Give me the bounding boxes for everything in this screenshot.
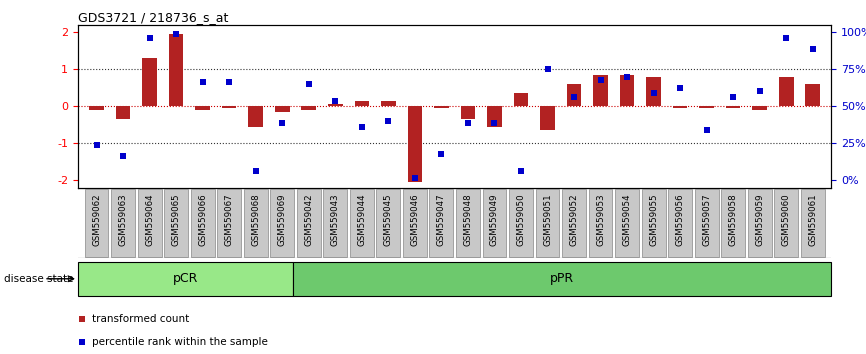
Text: GSM559056: GSM559056	[675, 193, 685, 246]
Bar	[116, 106, 131, 119]
Bar	[301, 106, 316, 110]
Bar	[142, 58, 157, 106]
Bar	[381, 101, 396, 106]
FancyBboxPatch shape	[482, 189, 507, 257]
Text: pCR: pCR	[173, 272, 198, 285]
Bar	[620, 75, 635, 106]
Text: GSM559050: GSM559050	[516, 193, 526, 246]
Text: GSM559047: GSM559047	[436, 193, 446, 246]
Text: GSM559068: GSM559068	[251, 193, 260, 246]
Text: GSM559057: GSM559057	[702, 193, 711, 246]
Text: GSM559046: GSM559046	[410, 193, 419, 246]
FancyBboxPatch shape	[85, 189, 108, 257]
Text: GSM559052: GSM559052	[570, 193, 578, 246]
FancyBboxPatch shape	[138, 189, 161, 257]
FancyBboxPatch shape	[669, 189, 692, 257]
FancyBboxPatch shape	[350, 189, 374, 257]
FancyBboxPatch shape	[294, 262, 831, 296]
Bar	[328, 104, 343, 106]
Bar	[89, 106, 104, 110]
Text: GSM559058: GSM559058	[728, 193, 738, 246]
Bar	[753, 106, 767, 110]
Text: disease state: disease state	[4, 274, 74, 284]
Text: GSM559048: GSM559048	[463, 193, 473, 246]
Bar	[779, 76, 793, 106]
Text: GSM559044: GSM559044	[358, 193, 366, 246]
FancyBboxPatch shape	[297, 189, 320, 257]
Text: GSM559054: GSM559054	[623, 193, 631, 246]
Bar	[249, 106, 263, 127]
FancyBboxPatch shape	[589, 189, 612, 257]
Bar	[169, 34, 184, 106]
Text: GSM559062: GSM559062	[92, 193, 101, 246]
FancyBboxPatch shape	[642, 189, 666, 257]
Text: GDS3721 / 218736_s_at: GDS3721 / 218736_s_at	[78, 11, 229, 24]
FancyBboxPatch shape	[270, 189, 294, 257]
Text: GSM559042: GSM559042	[304, 193, 313, 246]
FancyBboxPatch shape	[191, 189, 215, 257]
FancyBboxPatch shape	[721, 189, 745, 257]
Bar	[540, 106, 555, 130]
Bar	[434, 106, 449, 108]
Text: GSM559060: GSM559060	[782, 193, 791, 246]
Bar	[196, 106, 210, 110]
Text: GSM559053: GSM559053	[596, 193, 605, 246]
Text: pPR: pPR	[550, 272, 574, 285]
FancyBboxPatch shape	[801, 189, 824, 257]
FancyBboxPatch shape	[456, 189, 480, 257]
Text: GSM559063: GSM559063	[119, 193, 127, 246]
Bar	[593, 75, 608, 106]
Bar	[514, 93, 528, 106]
FancyBboxPatch shape	[403, 189, 427, 257]
FancyBboxPatch shape	[774, 189, 798, 257]
Text: GSM559043: GSM559043	[331, 193, 339, 246]
FancyBboxPatch shape	[78, 262, 294, 296]
FancyBboxPatch shape	[165, 189, 188, 257]
Text: GSM559066: GSM559066	[198, 193, 207, 246]
Text: GSM559059: GSM559059	[755, 193, 764, 246]
Bar	[408, 106, 422, 182]
Bar	[275, 106, 289, 112]
FancyBboxPatch shape	[217, 189, 241, 257]
Bar	[726, 106, 740, 108]
FancyBboxPatch shape	[377, 189, 400, 257]
Text: GSM559049: GSM559049	[490, 193, 499, 246]
Bar	[646, 76, 661, 106]
Text: GSM559061: GSM559061	[808, 193, 818, 246]
Bar	[488, 106, 501, 127]
Bar	[354, 101, 369, 106]
FancyBboxPatch shape	[695, 189, 719, 257]
Text: GSM559045: GSM559045	[384, 193, 393, 246]
FancyBboxPatch shape	[111, 189, 135, 257]
Bar	[805, 84, 820, 106]
Text: GSM559067: GSM559067	[224, 193, 234, 246]
FancyBboxPatch shape	[535, 189, 559, 257]
Bar	[222, 106, 236, 108]
Bar	[566, 84, 581, 106]
Text: GSM559065: GSM559065	[171, 193, 181, 246]
Text: GSM559069: GSM559069	[278, 193, 287, 246]
Bar	[461, 106, 475, 119]
FancyBboxPatch shape	[323, 189, 347, 257]
Text: GSM559064: GSM559064	[145, 193, 154, 246]
FancyBboxPatch shape	[509, 189, 533, 257]
Bar	[700, 106, 714, 108]
FancyBboxPatch shape	[748, 189, 772, 257]
Text: GSM559051: GSM559051	[543, 193, 552, 246]
FancyBboxPatch shape	[562, 189, 586, 257]
FancyBboxPatch shape	[243, 189, 268, 257]
FancyBboxPatch shape	[430, 189, 453, 257]
Text: transformed count: transformed count	[92, 314, 189, 324]
Bar	[673, 106, 688, 108]
Text: GSM559055: GSM559055	[650, 193, 658, 246]
FancyBboxPatch shape	[615, 189, 639, 257]
Text: percentile rank within the sample: percentile rank within the sample	[92, 337, 268, 347]
